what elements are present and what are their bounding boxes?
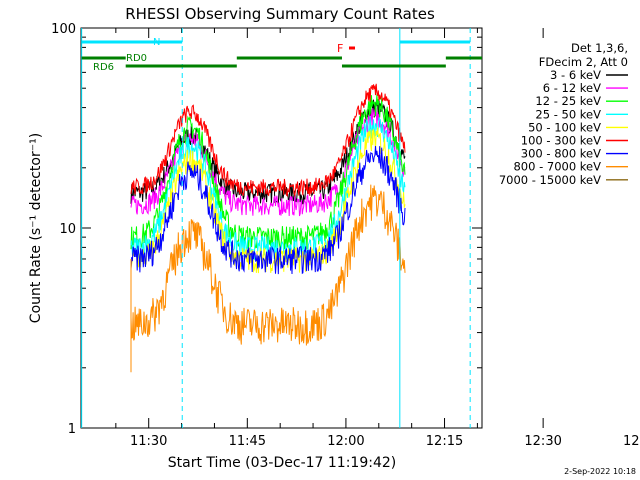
x-tick-label: 11:45 xyxy=(229,434,266,449)
legend-header-line-2: FDecim 2, Att 0 xyxy=(539,55,628,69)
legend-entry-label: 6 - 12 keV xyxy=(543,81,601,95)
y-tick-label: 1 xyxy=(68,422,76,437)
x-axis-label: Start Time (03-Dec-17 11:19:42) xyxy=(168,455,396,471)
night-label: N xyxy=(153,37,160,48)
rd0-label: RD0 xyxy=(126,53,147,64)
series-line xyxy=(130,184,406,346)
series-line xyxy=(130,145,406,275)
y-axis-label: Count Rate (s⁻¹ detector⁻¹) xyxy=(28,133,44,323)
x-tick-label: 11:30 xyxy=(130,434,167,449)
series-line xyxy=(130,107,406,217)
legend-entry-label: 300 - 800 keV xyxy=(521,147,601,161)
series-line xyxy=(130,83,406,198)
y-tick-label: 100 xyxy=(51,22,76,37)
legend-entry-label: 800 - 7000 keV xyxy=(513,160,601,174)
x-tick-label: 12:00 xyxy=(327,434,364,449)
plot-area xyxy=(80,27,483,429)
chart-title: RHESSI Observing Summary Count Rates xyxy=(125,5,435,23)
legend-header-line-1: Det 1,3,6, xyxy=(571,41,628,55)
x-tick-label: 12:15 xyxy=(426,434,463,449)
series-line xyxy=(130,94,406,251)
series-line xyxy=(130,116,406,262)
x-tick-label: 12:45 xyxy=(623,434,640,449)
rd6-label: RD6 xyxy=(93,62,114,73)
y-axis: 1 10 100 xyxy=(51,22,482,437)
legend-entry-label: 25 - 50 keV xyxy=(535,107,601,121)
series-layer xyxy=(130,83,406,373)
legend-entry-label: 3 - 6 keV xyxy=(550,68,601,82)
flare-label: F xyxy=(337,42,343,55)
footer-date: 2-Sep-2022 10:18 xyxy=(564,467,636,476)
x-axis: 11:30 11:45 12:00 12:15 12:30 12:45 xyxy=(115,28,640,449)
plot-frame xyxy=(80,27,483,429)
annotation-layer: N RD0 RD6 F xyxy=(81,28,482,428)
legend-entry-label: 7000 - 15000 keV xyxy=(499,173,601,187)
x-tick-label: 12:30 xyxy=(524,434,561,449)
legend-entry-label: 50 - 100 keV xyxy=(528,120,601,134)
y-tick-label: 10 xyxy=(59,222,76,237)
legend-entry-label: 100 - 300 keV xyxy=(521,134,601,148)
legend-entry-label: 12 - 25 keV xyxy=(535,94,601,108)
